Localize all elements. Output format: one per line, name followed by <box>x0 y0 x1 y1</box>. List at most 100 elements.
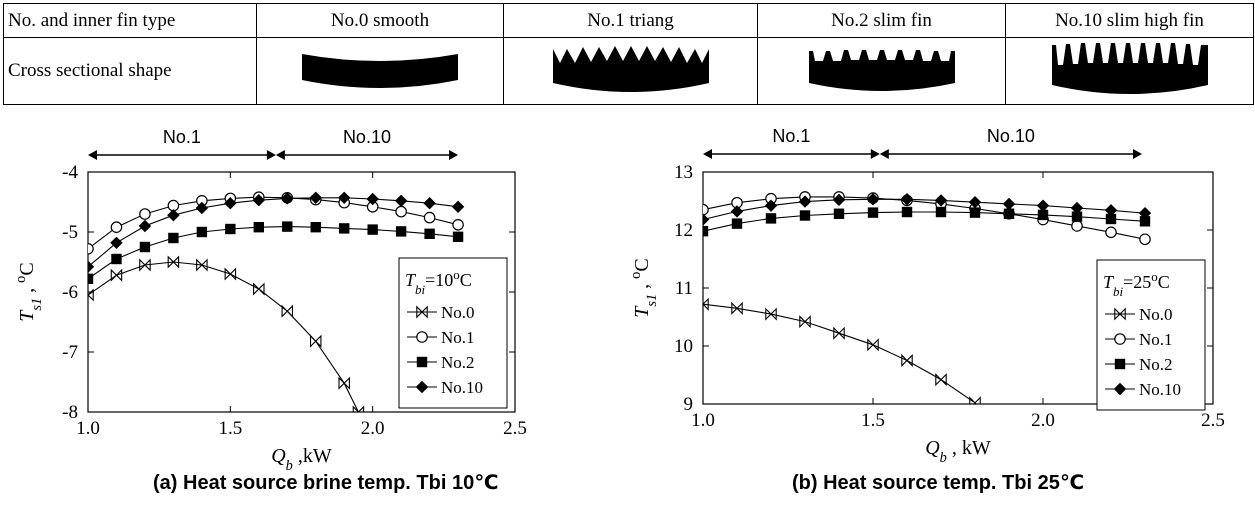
chart-b-caption: (b) Heat source temp. Tbi 25℃ <box>792 472 1085 494</box>
y-tick-label: 9 <box>684 394 694 415</box>
data-point <box>1071 211 1083 222</box>
data-point <box>969 396 981 404</box>
data-point <box>452 231 464 242</box>
legend-label: No.2 <box>441 353 475 372</box>
data-point <box>282 221 293 232</box>
series-no0 <box>703 297 981 404</box>
data-point <box>867 338 879 352</box>
triangular-fin-cross-section-icon <box>552 46 709 92</box>
range-arrow-no10: No.10 <box>275 127 459 160</box>
data-point <box>1002 197 1016 211</box>
data-point <box>394 194 408 207</box>
y-axis-label: Ts1 , oC <box>628 258 660 317</box>
table-row-label: Cross sectional shape <box>3 37 257 105</box>
legend-item: No.2 <box>407 353 475 372</box>
smooth-cross-section-icon <box>302 54 458 88</box>
data-point <box>866 193 880 206</box>
data-point <box>88 243 94 255</box>
data-point <box>765 307 777 321</box>
data-point <box>1139 233 1151 246</box>
data-point <box>139 208 151 220</box>
series-line <box>88 261 359 412</box>
data-point <box>833 208 845 219</box>
data-point <box>281 192 294 205</box>
legend-title: Tbi=25oC <box>1103 269 1170 299</box>
y-tick-label: 11 <box>675 278 693 299</box>
data-point <box>798 195 812 208</box>
data-point <box>395 226 407 237</box>
data-point <box>703 213 710 226</box>
range-arrow-head-left <box>275 150 285 160</box>
legend-marker <box>1114 358 1126 370</box>
data-point <box>968 195 982 209</box>
data-point <box>167 255 180 269</box>
data-point <box>168 232 179 244</box>
data-point <box>224 197 237 210</box>
table-header-cell: No. and inner fin type <box>3 3 257 38</box>
data-point <box>1071 220 1083 232</box>
data-point <box>309 191 322 204</box>
data-point <box>703 225 709 237</box>
data-point <box>139 258 151 272</box>
legend-marker <box>416 331 428 343</box>
data-point <box>833 326 845 340</box>
data-point <box>252 194 265 207</box>
legend-label: No.1 <box>441 328 475 347</box>
legend-marker <box>1114 307 1126 321</box>
data-point <box>195 201 209 215</box>
data-point <box>253 282 265 296</box>
data-point <box>339 223 350 234</box>
data-point <box>139 241 151 253</box>
data-point <box>88 260 95 273</box>
x-tick-label: 2.0 <box>361 418 385 439</box>
data-point <box>867 207 879 218</box>
legend: Tbi=25oC No.0 No.1 No.2 No.10 <box>1096 259 1206 411</box>
legend-item: No.1 <box>407 328 475 347</box>
series-no10 <box>703 193 1152 226</box>
range-arrow-head-left <box>703 149 712 159</box>
data-point <box>281 304 294 318</box>
data-point <box>764 199 778 212</box>
legend-item: No.1 <box>1105 330 1173 349</box>
data-point <box>452 219 464 231</box>
data-point <box>799 315 811 329</box>
data-point <box>253 222 264 233</box>
data-point <box>935 373 947 387</box>
smooth-shape-cell <box>256 37 504 105</box>
data-point <box>901 353 913 368</box>
legend-marker <box>1113 382 1127 396</box>
chart-b: 1.0 1.5 2.0 2.5 9 10 11 12 13 Qb , kW Ts1 , oC No.1… <box>628 126 1225 466</box>
range-label: No.10 <box>343 127 391 147</box>
data-point <box>423 197 436 210</box>
x-tick-label: 2.0 <box>1031 410 1055 431</box>
legend-label: No.10 <box>441 378 483 397</box>
data-point <box>309 334 322 348</box>
fin-type-table: No. and inner fin type No.0 smooth No.1 … <box>3 3 1254 105</box>
data-point <box>1138 206 1152 220</box>
data-point <box>310 222 321 233</box>
legend-box <box>398 257 508 409</box>
data-point <box>1036 199 1050 212</box>
data-point <box>367 224 378 235</box>
data-point <box>901 206 913 218</box>
data-point <box>424 228 435 239</box>
legend-title: Tbi=10oC <box>405 267 472 297</box>
data-point <box>196 258 208 272</box>
data-point <box>338 376 350 390</box>
slim-high-fin-cross-section-icon <box>1051 43 1208 94</box>
y-tick-label: 10 <box>674 336 693 357</box>
y-tick-label: -8 <box>62 402 78 423</box>
data-point <box>88 273 94 284</box>
table-header-cell: No.0 smooth <box>256 3 504 38</box>
range-arrow-head-left <box>88 150 97 160</box>
x-tick-label: 2.5 <box>1201 410 1225 431</box>
data-point <box>224 267 237 281</box>
data-point <box>225 223 236 235</box>
legend-label: No.10 <box>1139 380 1181 399</box>
y-tick-label: -6 <box>62 282 78 303</box>
legend-item: No.2 <box>1105 355 1173 374</box>
series-no0 <box>88 255 365 412</box>
data-point <box>88 288 94 302</box>
data-point <box>1105 213 1117 225</box>
data-point <box>111 253 122 265</box>
